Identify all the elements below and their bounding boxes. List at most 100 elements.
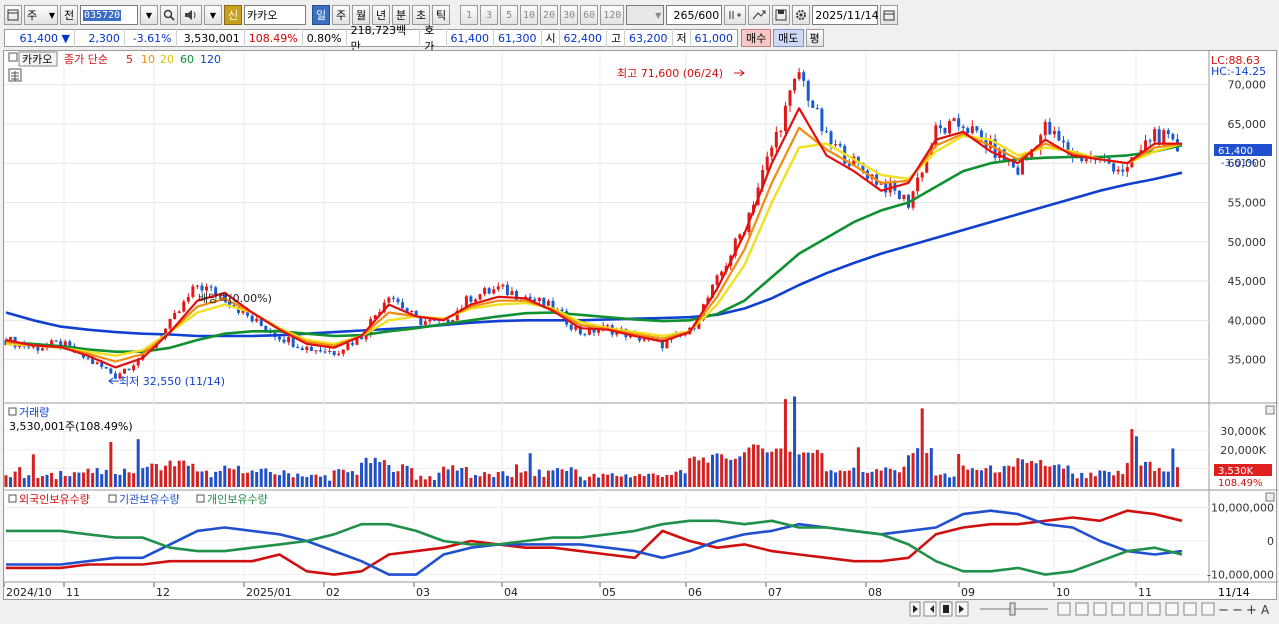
- zoom-reset-icon[interactable]: −: [1232, 603, 1243, 618]
- minute-10-button[interactable]: 10: [520, 5, 539, 25]
- zoom-slider-handle[interactable]: [1009, 602, 1016, 616]
- candle-body: [355, 336, 359, 345]
- date-input[interactable]: 2025/11/14: [812, 5, 879, 25]
- candle-body: [282, 339, 286, 343]
- interval-select[interactable]: ▼: [626, 5, 665, 25]
- zoom-out-icon[interactable]: −: [1218, 603, 1229, 618]
- volume-bar: [729, 459, 733, 487]
- candle-body: [296, 346, 300, 349]
- pattern-icon[interactable]: [1129, 602, 1143, 616]
- link-icon[interactable]: [1147, 602, 1161, 616]
- volume-bar: [1144, 461, 1148, 487]
- candle-body: [938, 125, 942, 129]
- minute-30-button[interactable]: 30: [560, 5, 579, 25]
- period-tab-second[interactable]: 초: [412, 5, 430, 25]
- minute-5-button[interactable]: 5: [500, 5, 518, 25]
- volume-bar: [679, 469, 683, 487]
- minute-60-button[interactable]: 60: [580, 5, 599, 25]
- candle-body: [423, 321, 427, 325]
- candle-body: [966, 128, 970, 133]
- candle-body: [314, 350, 318, 352]
- buy-button[interactable]: 매수: [741, 29, 772, 47]
- candle-body: [300, 348, 304, 351]
- stock-code-input[interactable]: 035720: [80, 5, 138, 25]
- code-dropdown-chevron-icon[interactable]: ▼: [140, 5, 158, 25]
- period-tab-minute[interactable]: 분: [392, 5, 410, 25]
- minute-1-button[interactable]: 1: [460, 5, 478, 25]
- export-icon[interactable]: [1201, 602, 1215, 616]
- volume-bar: [132, 473, 136, 487]
- candle-body: [405, 308, 409, 312]
- volume-bar: [428, 476, 432, 487]
- layout-icon[interactable]: [1057, 602, 1071, 616]
- holder-menu-icon-3[interactable]: [196, 494, 205, 503]
- period-tab-week[interactable]: 주: [332, 5, 350, 25]
- holder-panel[interactable]: [6, 509, 1183, 576]
- candle-body: [214, 287, 218, 296]
- holder-close-icon[interactable]: [1265, 492, 1275, 502]
- window-icon[interactable]: [4, 5, 22, 25]
- stock-name-field[interactable]: 카카오: [244, 5, 306, 25]
- volume-bar: [59, 471, 63, 487]
- price-tick-label: 35,000: [1228, 354, 1267, 367]
- eval-button[interactable]: 평: [805, 29, 824, 47]
- candle-body: [738, 234, 742, 239]
- volume-tick-label: 30,000K: [1220, 425, 1266, 438]
- print-icon[interactable]: [1183, 602, 1197, 616]
- minute-120-button[interactable]: 120: [600, 5, 625, 25]
- count-input[interactable]: 265/600: [666, 5, 723, 25]
- speaker-chevron-icon[interactable]: ▼: [204, 5, 222, 25]
- volume-bar: [852, 467, 856, 487]
- gear-icon[interactable]: [792, 5, 811, 25]
- candle-body: [1162, 130, 1166, 144]
- font-size-icon[interactable]: A: [1261, 603, 1270, 617]
- panel-menu-icon[interactable]: [8, 52, 18, 62]
- crosshair-icon[interactable]: [724, 5, 747, 25]
- split-icon[interactable]: [1075, 602, 1089, 616]
- chart-area[interactable]: 70,000 65,000 60,000 55,000 50,000 45,000 40,0…: [3, 50, 1278, 601]
- sell-button[interactable]: 매도: [773, 29, 804, 47]
- calendar-icon[interactable]: [880, 5, 899, 25]
- prev-button[interactable]: 전: [60, 5, 78, 25]
- minute-3-button[interactable]: 3: [480, 5, 498, 25]
- volume-bar: [1052, 465, 1056, 487]
- period-tab-month[interactable]: 월: [352, 5, 370, 25]
- bid-price: 61,300: [494, 29, 542, 47]
- holder-menu-icon-2[interactable]: [108, 494, 117, 503]
- compare-icon[interactable]: [1093, 602, 1107, 616]
- volume-bar: [1153, 470, 1157, 487]
- zoom-in-icon[interactable]: +: [1246, 603, 1257, 618]
- speaker-icon[interactable]: [180, 5, 202, 25]
- volume-bar: [911, 453, 915, 487]
- refresh-icon[interactable]: [1165, 602, 1179, 616]
- x-axis-label: 2025/01: [246, 586, 292, 599]
- volume-panel[interactable]: [4, 396, 1179, 487]
- candle-body: [569, 324, 573, 330]
- high-annotation: 최고 71,600 (06/24): [617, 67, 723, 80]
- draw-tool-icon[interactable]: [748, 5, 771, 25]
- volume-menu-icon[interactable]: [8, 407, 17, 416]
- candle-body: [40, 348, 44, 351]
- current-price-tag: [1214, 144, 1272, 156]
- volume-bar: [1016, 458, 1020, 487]
- candle-body: [583, 334, 587, 336]
- volume-tick-label: 20,000K: [1220, 444, 1266, 457]
- volume-bar: [469, 477, 473, 487]
- period-tab-tick[interactable]: 틱: [432, 5, 450, 25]
- volume-bar: [638, 474, 642, 487]
- stock-chart[interactable]: 70,000 65,000 60,000 55,000 50,000 45,000 40,0…: [3, 51, 1278, 601]
- candle-body: [401, 302, 405, 309]
- indicator-icon[interactable]: [1111, 602, 1125, 616]
- holder-tick-label: 0: [1267, 535, 1274, 548]
- volume-close-icon[interactable]: [1265, 405, 1275, 415]
- mode-select[interactable]: 주 ▼: [24, 5, 58, 25]
- search-icon[interactable]: [160, 5, 178, 25]
- volume-bar: [1011, 466, 1015, 487]
- volume-value: 3,530,001: [177, 29, 245, 47]
- save-icon[interactable]: [772, 5, 791, 25]
- period-tab-day[interactable]: 일: [312, 5, 330, 25]
- period-tab-year[interactable]: 년: [372, 5, 390, 25]
- minute-20-button[interactable]: 20: [540, 5, 559, 25]
- price-panel[interactable]: [4, 67, 1183, 380]
- holder-menu-icon-1[interactable]: [8, 494, 17, 503]
